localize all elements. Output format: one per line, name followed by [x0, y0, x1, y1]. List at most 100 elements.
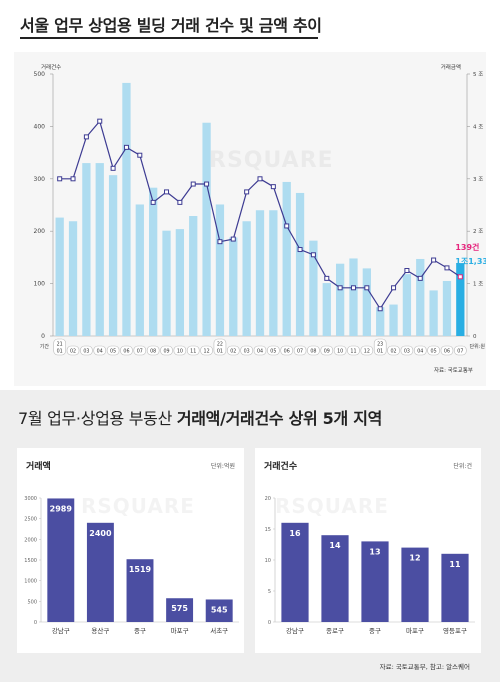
- month-pill: [347, 345, 360, 356]
- top-section: 서울 업무 상업용 빌딩 거래 건수 및 금액 추이 RSQUARE 01002…: [20, 16, 500, 374]
- count-bar: [335, 263, 345, 336]
- count-card: 거래건수 단위:건 RSQUARE 0 5 10 15 20 16 강남구 14 종로구 13 중구…: [255, 448, 481, 653]
- region-bar: [321, 535, 349, 622]
- region-bar: [401, 547, 429, 622]
- right-tick-label: 3 조: [473, 176, 483, 183]
- month-label: 04: [257, 349, 263, 355]
- region-label: 용산구: [91, 626, 109, 635]
- month-pill: [280, 345, 294, 356]
- year-label: 22: [217, 342, 223, 348]
- left-tick-label: 200: [34, 228, 46, 235]
- amount-point: [324, 275, 330, 281]
- month-label: 07: [457, 349, 463, 355]
- month-label: 10: [177, 349, 183, 355]
- left-axis-title: 거래건수: [41, 63, 61, 71]
- count-bar: [322, 283, 331, 336]
- count-bar: [108, 175, 118, 336]
- region-label: 종로구: [326, 627, 344, 635]
- left-tick-label: 100: [34, 281, 46, 288]
- region-label: 영등포구: [443, 626, 467, 635]
- count-bar: [189, 216, 198, 336]
- month-label: 07: [297, 349, 303, 355]
- amount-point: [110, 165, 116, 171]
- count-bar: [175, 229, 185, 336]
- month-label: 07: [137, 349, 143, 355]
- count-bar: [122, 82, 131, 336]
- amount-point: [391, 285, 397, 291]
- month-label: 01: [217, 349, 223, 355]
- bar-value-label: 14: [329, 541, 341, 550]
- chart-title: 서울 업무 상업용 빌딩 거래 건수 및 금액 추이: [20, 16, 322, 35]
- count-bar: [215, 204, 225, 336]
- callout-amount: 1조1,334억원: [455, 256, 486, 266]
- y-tick-label: 2500: [24, 517, 37, 523]
- count-bar: [135, 204, 144, 336]
- count-bar: [162, 230, 171, 336]
- month-label: 04: [97, 349, 103, 355]
- watermark-left: RSQUARE: [81, 494, 195, 518]
- amount-card-unit: 단위:억원: [210, 463, 235, 470]
- amount-point: [270, 184, 276, 190]
- main-chart: 0 100 200 300 400 500 0 1 조 2 조 3 조 4 조 5 조 거래건수 거래금액…: [34, 63, 500, 374]
- bar-value-label: 12: [409, 554, 420, 563]
- month-label: 12: [204, 349, 210, 355]
- bar-value-label: 13: [369, 547, 380, 556]
- region-bar: [441, 553, 469, 622]
- month-pill: [133, 345, 147, 356]
- right-tick-label: 0: [473, 334, 477, 340]
- month-pill: [240, 345, 253, 356]
- month-pill: [413, 345, 427, 356]
- amount-chart: 0 500 1000 1500 2000 2500 3000 2989 강남구 2400 용산구 15…: [24, 496, 239, 635]
- year-pill: [373, 338, 387, 356]
- unit-label: 단위:원: [470, 343, 486, 350]
- month-pill: [80, 345, 93, 356]
- amount-card: 거래액 단위:억원 RSQUARE 0 500 1000 1500 2000 2500 30…: [17, 448, 244, 653]
- month-pill: [173, 345, 187, 356]
- amount-point: [204, 181, 210, 187]
- amount-point: [83, 134, 89, 140]
- amount-point: [444, 265, 450, 271]
- amount-point: [310, 252, 316, 258]
- month-pill: [333, 345, 347, 356]
- amount-point: [284, 223, 290, 229]
- region-bar: [166, 598, 194, 622]
- count-bar: [242, 221, 251, 336]
- amount-point: [217, 239, 223, 245]
- month-pill: [253, 345, 267, 356]
- month-label: 02: [390, 349, 396, 355]
- count-bar: [269, 210, 278, 336]
- bar-value-label: 1519: [129, 565, 152, 574]
- left-tick-label: 500: [34, 71, 46, 78]
- month-label: 09: [324, 349, 330, 355]
- month-pill: [93, 345, 107, 356]
- month-label: 08: [150, 349, 156, 355]
- count-bar: [349, 258, 358, 336]
- bar-value-label: 11: [449, 560, 461, 569]
- y-tick-label: 0: [34, 620, 37, 626]
- watermark-right: RSQUARE: [275, 494, 389, 518]
- title-underline: [20, 37, 318, 39]
- region-label: 마포구: [406, 626, 424, 635]
- section2-source: 자료: 국토교통부, 참고: 알스퀘어: [379, 663, 470, 671]
- left-tick-label: 0: [41, 333, 45, 340]
- amount-point: [404, 268, 410, 273]
- count-bar: [82, 163, 91, 336]
- amount-point: [177, 199, 183, 205]
- count-bar: [149, 187, 158, 336]
- month-pill: [200, 345, 213, 356]
- month-pill: [226, 345, 240, 356]
- amount-point: [350, 285, 356, 291]
- count-bar: [68, 221, 78, 336]
- callout-count: 139건: [455, 242, 479, 252]
- right-tick-label: 4 조: [473, 123, 483, 130]
- month-label: 06: [284, 349, 290, 355]
- bar-value-label: 545: [211, 605, 228, 614]
- y-tick-label: 5: [268, 589, 271, 595]
- y-tick-label: 3000: [24, 496, 37, 502]
- month-pill: [120, 345, 133, 356]
- region-bar: [47, 498, 75, 622]
- right-axis-title: 거래금액: [441, 63, 461, 71]
- year-pill: [213, 338, 227, 356]
- region-bar: [205, 599, 233, 622]
- year-pill: [53, 338, 66, 356]
